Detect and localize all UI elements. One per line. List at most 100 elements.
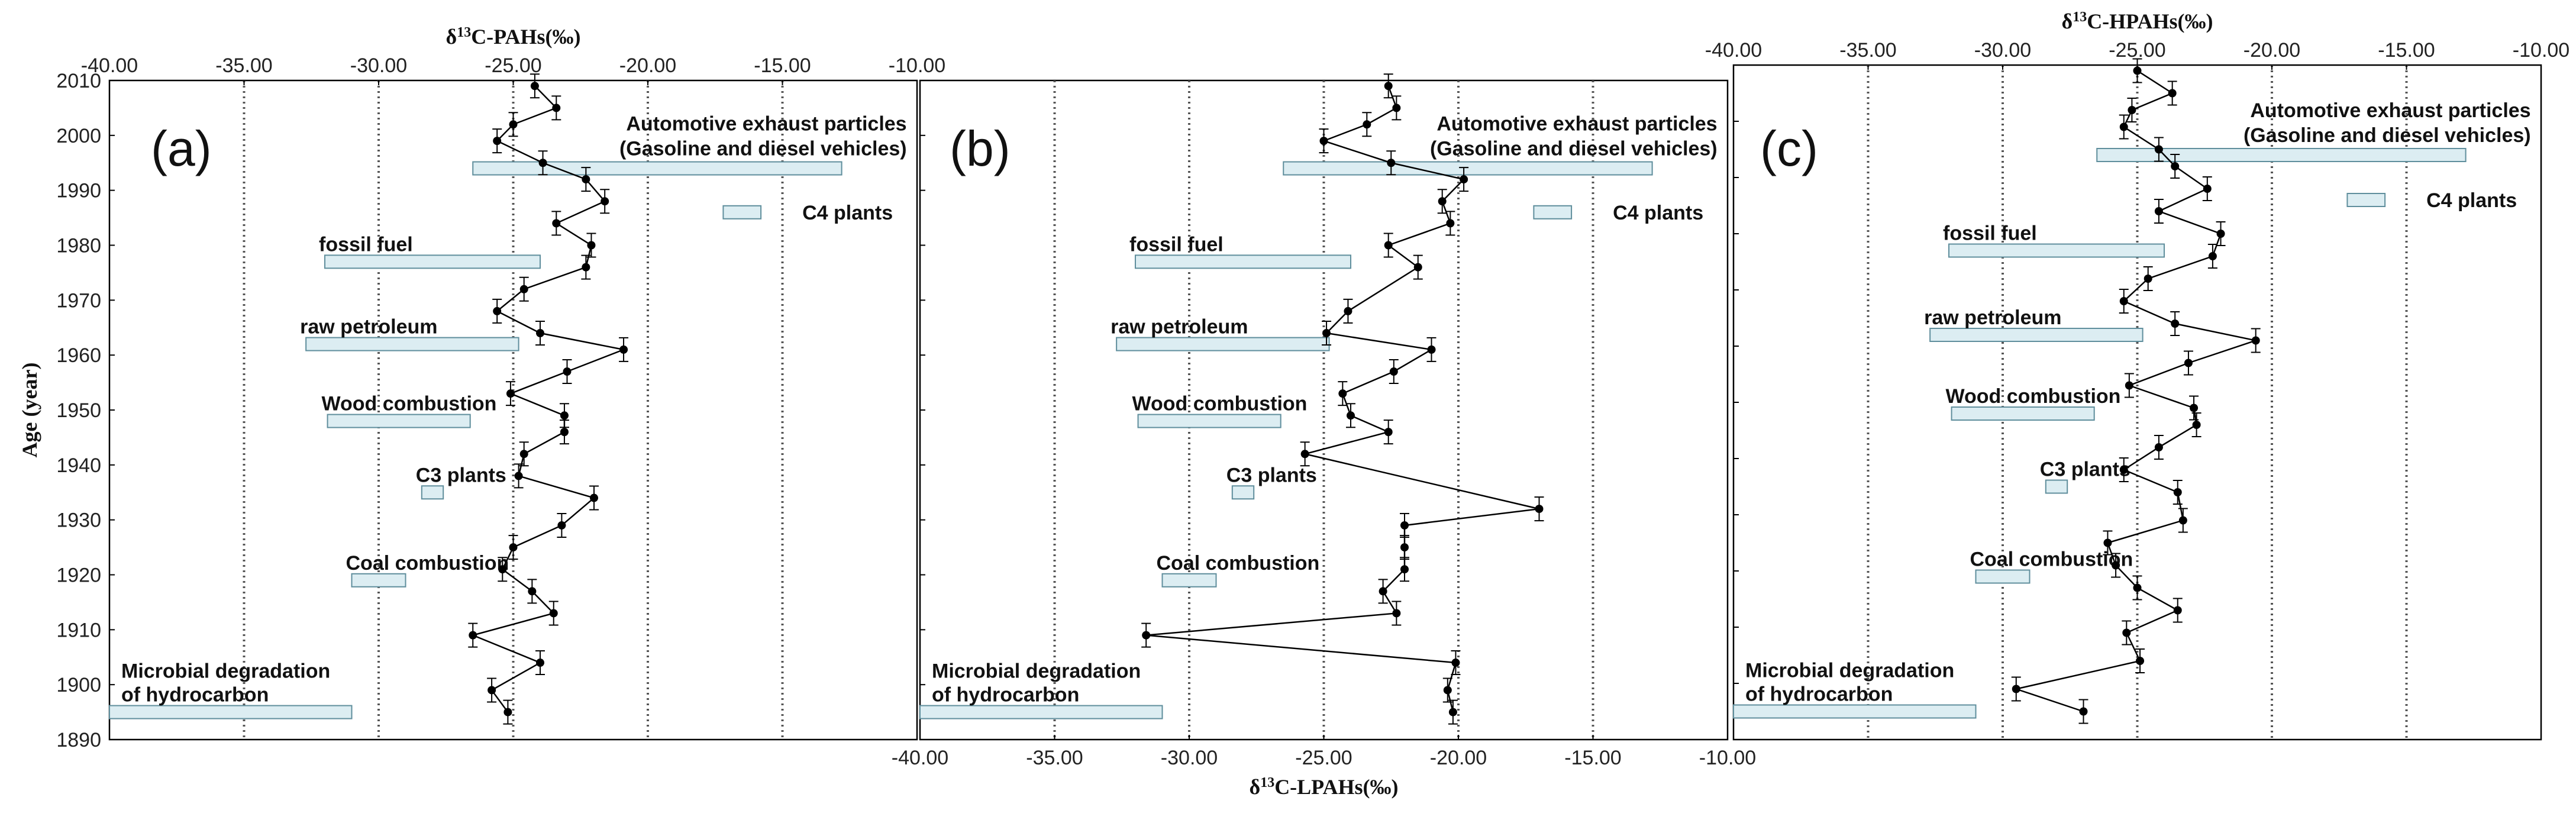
panel-label: (a) xyxy=(151,121,212,176)
source-range-bar xyxy=(1135,254,1351,269)
source-label: C4 plants xyxy=(2426,189,2517,212)
data-point xyxy=(560,428,569,437)
source-range-bar xyxy=(1231,485,1255,500)
source-label: of hydrocarbon xyxy=(121,684,269,706)
y-tick-label: 1930 xyxy=(56,509,101,532)
y-tick-label: 1980 xyxy=(56,235,101,257)
data-point xyxy=(1384,428,1393,437)
data-point xyxy=(498,565,507,574)
x-tick-label: -40.00 xyxy=(1705,39,1762,62)
data-point xyxy=(2122,628,2131,637)
data-point xyxy=(2144,275,2152,283)
data-point xyxy=(2171,162,2180,170)
source-label: of hydrocarbon xyxy=(1745,683,1893,706)
data-point xyxy=(519,450,528,459)
source-range-bar xyxy=(324,254,541,269)
data-point xyxy=(1319,137,1328,146)
data-point xyxy=(536,659,544,667)
x-tick-label: -20.00 xyxy=(1430,747,1487,769)
source-range-bar xyxy=(1161,573,1217,588)
data-point xyxy=(2178,516,2187,525)
source-label: raw petroleum xyxy=(1111,316,1248,338)
y-tick-label: 1990 xyxy=(56,180,101,202)
data-point xyxy=(509,120,518,129)
data-point xyxy=(509,543,518,552)
data-point xyxy=(587,241,596,250)
data-point xyxy=(1300,450,1309,459)
x-tick-label: -30.00 xyxy=(1974,39,2031,62)
data-point xyxy=(552,104,561,112)
data-point xyxy=(1400,521,1409,530)
panel-label: (c) xyxy=(1760,121,1818,176)
data-point xyxy=(503,708,512,717)
data-point xyxy=(582,263,590,272)
source-label: Coal combustion xyxy=(1157,552,1320,575)
x-tick-label: -25.00 xyxy=(2109,39,2165,62)
x-tick-label: -20.00 xyxy=(2243,39,2300,62)
data-point xyxy=(2112,561,2120,570)
data-point xyxy=(2216,230,2225,238)
source-label: C4 plants xyxy=(802,202,893,224)
data-point xyxy=(2133,583,2142,592)
data-point xyxy=(493,306,502,315)
data-point xyxy=(601,197,609,206)
x-tick-label: -10.00 xyxy=(2513,39,2569,62)
data-point xyxy=(469,631,477,640)
source-range-bar xyxy=(722,205,762,220)
data-point xyxy=(2251,336,2260,345)
data-point xyxy=(2168,89,2177,98)
source-label: (Gasoline and diesel vehicles) xyxy=(619,138,907,160)
x-axis-title: δ13C-HPAHs(‰) xyxy=(2062,9,2213,33)
source-range-bar xyxy=(1948,243,2165,258)
source-label: Automotive exhaust particles xyxy=(626,113,906,135)
source-label: (Gasoline and diesel vehicles) xyxy=(2243,124,2531,147)
x-tick-label: -15.00 xyxy=(2378,39,2435,62)
data-point xyxy=(2133,66,2142,75)
data-point xyxy=(2203,185,2212,193)
data-point xyxy=(1389,367,1398,376)
data-point xyxy=(560,411,569,420)
source-range-bar xyxy=(351,573,406,588)
data-point xyxy=(2192,421,2201,429)
panel-b: -40.00 -35.00 -30.00 -25.00 -20.00 -15.00 -10.… xyxy=(892,73,1756,799)
data-point xyxy=(549,609,558,618)
source-label: Automotive exhaust particles xyxy=(1437,113,1717,135)
x-tick-label: -10.00 xyxy=(889,54,945,77)
panel-c: -40.00 -35.00 -30.00 -25.00 -20.00 -15.00 -10.… xyxy=(1705,9,2569,741)
source-label: Wood combustion xyxy=(1946,385,2121,408)
x-tick-label: -40.00 xyxy=(81,54,138,77)
data-point xyxy=(582,175,590,184)
source-label: of hydrocarbon xyxy=(932,684,1079,706)
data-point xyxy=(1427,345,1436,354)
data-point xyxy=(590,493,598,502)
data-point xyxy=(1451,659,1460,667)
data-point xyxy=(528,587,537,596)
y-tick-label: 1970 xyxy=(56,289,101,312)
source-range-bar xyxy=(305,337,519,351)
source-range-bar xyxy=(327,414,471,428)
source-range-bar xyxy=(1929,328,2144,342)
data-point xyxy=(493,137,502,146)
data-point xyxy=(2119,122,2128,131)
x-tick-label: -30.00 xyxy=(350,54,407,77)
data-point xyxy=(1142,631,1151,640)
source-range-bar xyxy=(2096,148,2467,162)
source-label: Wood combustion xyxy=(1132,393,1308,415)
panel-a: -40.00 -35.00 -30.00 -25.00 -20.00 -15.00 -10.… xyxy=(56,25,945,751)
data-point xyxy=(1400,543,1409,552)
data-point xyxy=(2154,443,2163,451)
source-label: C3 plants xyxy=(2040,459,2130,481)
data-point xyxy=(1347,411,1355,420)
y-tick-label: 2000 xyxy=(56,125,101,147)
source-range-bar xyxy=(2346,193,2386,207)
data-point xyxy=(1392,104,1401,112)
data-point xyxy=(2154,207,2163,215)
data-point xyxy=(1446,219,1455,228)
y-tick-label: 2010 xyxy=(56,70,101,92)
x-tick-label: -35.00 xyxy=(215,54,272,77)
data-point xyxy=(1387,159,1396,167)
data-point xyxy=(2154,145,2163,154)
data-point xyxy=(514,472,523,480)
source-label: Microbial degradation xyxy=(1745,660,1954,682)
